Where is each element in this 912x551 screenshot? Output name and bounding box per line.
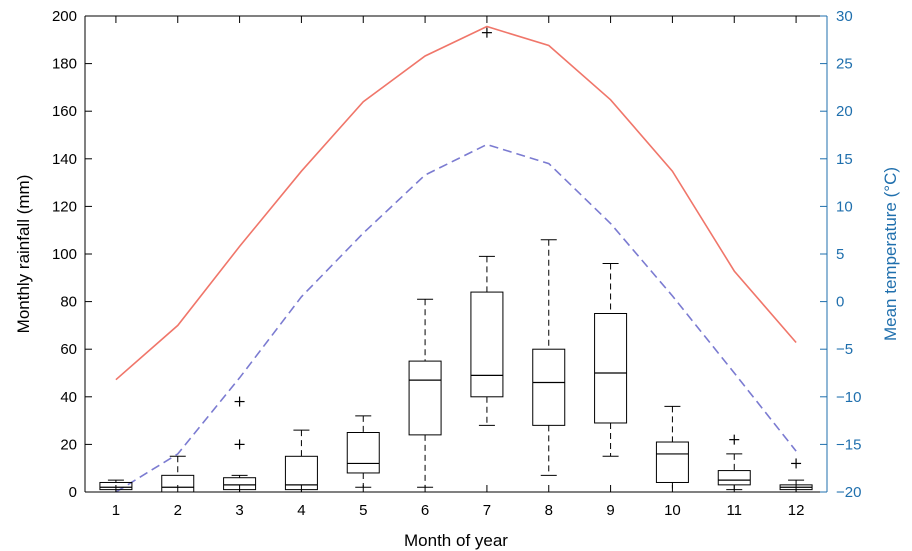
iqr-box	[717, 470, 751, 486]
temperature-lines	[115, 25, 797, 493]
left-y-tick-label: 40	[60, 389, 77, 406]
right-y-axis-title: Mean temperature (°C)	[881, 167, 900, 341]
x-tick-label: 8	[545, 502, 553, 519]
right-y-tick-label: 25	[836, 56, 853, 73]
mean-temperature-line	[115, 143, 797, 493]
x-tick-label: 12	[788, 502, 805, 519]
rainfall-box-month-7	[470, 27, 504, 426]
rainfall-box-month-4	[284, 429, 318, 493]
x-tick-label: 9	[606, 502, 614, 519]
rainfall-boxes	[99, 27, 813, 493]
left-y-tick-label: 160	[52, 103, 77, 120]
x-axis: 1 2 3 4 5 6 7 8 9 10 11 12	[112, 16, 805, 519]
rainfall-box-month-6	[408, 298, 442, 488]
max-temperature-line	[115, 25, 797, 381]
x-tick-label: 6	[421, 502, 429, 519]
rainfall-box-month-5	[346, 415, 380, 488]
left-y-tick-label: 120	[52, 198, 77, 215]
left-y-tick-label: 0	[69, 484, 77, 501]
iqr-box	[594, 313, 628, 424]
x-tick-label: 1	[112, 502, 120, 519]
right-y-tick-label: −20	[836, 484, 861, 501]
x-tick-label: 2	[174, 502, 182, 519]
right-y-tick-label: 20	[836, 103, 853, 120]
right-y-tick-label: 30	[836, 8, 853, 25]
iqr-box	[223, 477, 257, 491]
left-y-axis: 0 20 40 60 80 100 120 140 160 180 200	[52, 8, 92, 501]
left-y-tick-label: 20	[60, 436, 77, 453]
left-y-tick-label: 180	[52, 56, 77, 73]
left-y-tick-label: 80	[60, 294, 77, 311]
left-y-axis-title: Monthly rainfall (mm)	[14, 175, 33, 334]
x-tick-label: 11	[726, 502, 742, 519]
right-y-tick-label: 15	[836, 151, 853, 168]
rainfall-box-month-1	[99, 479, 133, 493]
iqr-box	[470, 291, 504, 398]
x-tick-label: 4	[297, 502, 305, 519]
rainfall-box-month-11	[717, 434, 751, 491]
left-y-tick-label: 200	[52, 8, 77, 25]
rainfall-box-month-10	[655, 405, 689, 493]
rainfall-box-month-12	[779, 458, 813, 493]
iqr-box	[532, 348, 566, 426]
x-tick-label: 7	[483, 502, 491, 519]
left-y-tick-label: 60	[60, 341, 77, 358]
rainfall-box-month-3	[223, 396, 257, 493]
iqr-box	[99, 481, 133, 491]
left-y-tick-label: 140	[52, 151, 77, 168]
x-axis-title: Month of year	[404, 531, 508, 550]
right-y-tick-label: −15	[836, 436, 861, 453]
right-y-tick-label: 10	[836, 198, 853, 215]
right-y-tick-label: 0	[836, 294, 844, 311]
x-tick-label: 5	[359, 502, 367, 519]
iqr-box	[346, 432, 380, 474]
iqr-box	[408, 360, 442, 436]
right-y-axis: −20 −15 −10 −5 0 5 10 15 20 25 30	[820, 8, 861, 501]
plot-frame	[84, 15, 828, 493]
x-tick-label: 10	[664, 502, 681, 519]
left-y-tick-label: 100	[52, 246, 77, 263]
x-tick-label: 3	[235, 502, 243, 519]
iqr-box	[161, 474, 195, 493]
right-y-tick-label: 5	[836, 246, 844, 263]
iqr-box	[655, 441, 689, 483]
right-y-tick-label: −5	[836, 341, 853, 358]
right-y-tick-label: −10	[836, 389, 861, 406]
iqr-box	[284, 455, 318, 491]
rainfall-box-month-2	[161, 455, 195, 493]
rainfall-box-month-9	[594, 263, 628, 457]
rainfall-box-month-8	[532, 239, 566, 476]
